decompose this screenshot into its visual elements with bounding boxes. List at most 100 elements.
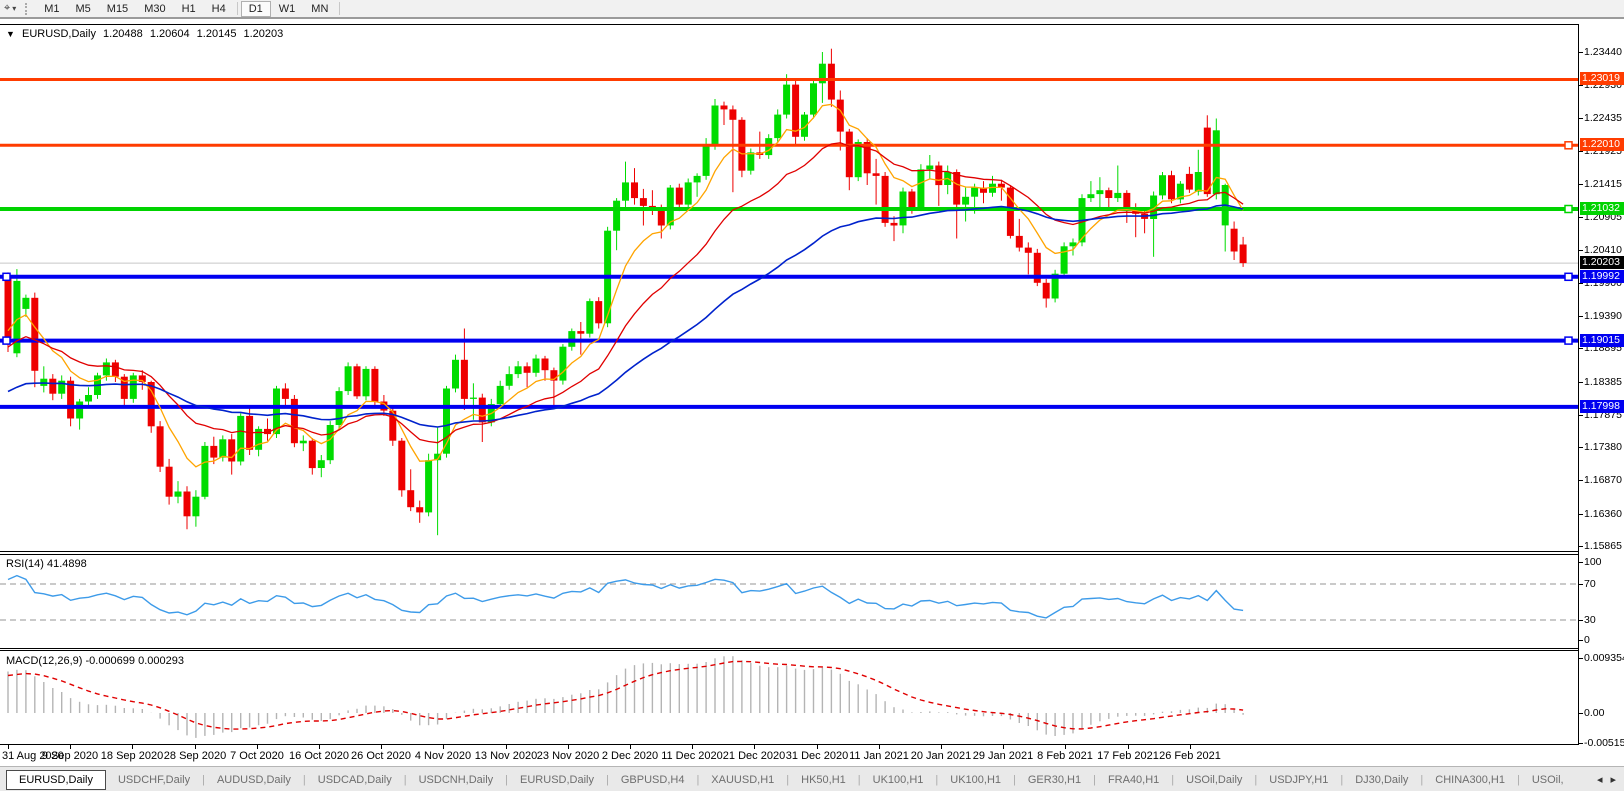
tab-separator: | — [1093, 773, 1096, 786]
price-tick-label: 30 — [1584, 614, 1596, 626]
date-label: 20 Jan 2021 — [910, 750, 972, 762]
chart-symbol-label: EURUSD,Daily — [21, 28, 96, 40]
symbol-tab-uk100-h1[interactable]: UK100,H1 — [872, 773, 924, 786]
price-tick-mark — [1579, 743, 1583, 744]
tab-separator: | — [505, 773, 509, 786]
crosshair-icon[interactable]: ⌖ ▾ — [4, 2, 17, 14]
timeframe-toolbar: ⌖ ▾ M1 M5 M15 M30 H1 H4 D1 W1 MN — [0, 0, 1624, 17]
symbol-tab-dj30-daily[interactable]: DJ30,Daily — [1355, 773, 1409, 786]
date-tick-mark — [941, 745, 942, 749]
tab-scroll-left-icon[interactable]: ◂ — [1596, 774, 1603, 786]
timeframe-button-d1[interactable]: D1 — [240, 0, 271, 17]
price-axis-line — [1578, 24, 1579, 745]
date-tick-mark — [132, 745, 133, 749]
symbol-tab-usdcnh-daily[interactable]: USDCNH,Daily — [418, 773, 494, 786]
tab-separator: | — [1516, 773, 1520, 786]
price-tick-mark — [1579, 713, 1583, 714]
price-line-label: 1.17998 — [1580, 400, 1624, 413]
price-tick-mark — [1579, 447, 1583, 448]
main-chart-canvas[interactable] — [0, 25, 1578, 551]
toolbar-separator — [236, 2, 238, 15]
chart-dropdown-icon[interactable]: ▼ — [6, 29, 15, 39]
price-line-label: 1.22010 — [1580, 138, 1624, 151]
symbol-tab-gbpusd-h4[interactable]: GBPUSD,H4 — [620, 773, 685, 786]
symbol-tab-usoil[interactable]: USOil, — [1531, 773, 1564, 786]
date-tick-mark — [630, 745, 631, 749]
symbol-tab-usdcad-daily[interactable]: USDCAD,Daily — [317, 773, 392, 786]
toolbar-separator — [339, 2, 341, 15]
date-tick-mark — [319, 745, 320, 749]
timeframe-button-m1[interactable]: M1 — [44, 2, 60, 15]
symbol-tab-fra40-h1[interactable]: FRA40,H1 — [1107, 773, 1160, 786]
date-label: 2 Dec 2020 — [601, 750, 659, 762]
rsi-panel-canvas[interactable] — [0, 555, 1578, 648]
price-tick-label: 1.19390 — [1584, 310, 1622, 322]
macd-panel-bottom-border — [0, 744, 1579, 745]
tab-separator: | — [1340, 773, 1344, 786]
timeframe-button-m15[interactable]: M15 — [106, 2, 129, 15]
symbol-tab-audusd-daily[interactable]: AUDUSD,Daily — [216, 773, 291, 786]
tab-separator: | — [403, 773, 407, 786]
dropdown-caret-icon[interactable]: ▾ — [12, 4, 17, 13]
price-tick-mark — [1579, 562, 1583, 563]
date-label: 11 Jan 2021 — [849, 750, 909, 762]
price-tick-mark — [1579, 584, 1583, 585]
price-tick-mark — [1579, 640, 1583, 641]
symbol-tab-ger30-h1[interactable]: GER30,H1 — [1027, 773, 1082, 786]
date-tick-mark — [817, 745, 818, 749]
tab-scroll-right-icon[interactable]: ▸ — [1610, 774, 1616, 786]
symbol-tab-bar: EURUSD,Daily USDCHF,Daily | AUDUSD,Daily | US… — [0, 766, 1624, 791]
chart-open-value: 1.20488 — [103, 28, 143, 40]
price-tick-mark — [1579, 184, 1583, 185]
symbol-tab-eurusd-daily[interactable]: EURUSD,Daily — [520, 773, 594, 786]
price-tick-label: 1.17380 — [1584, 441, 1622, 453]
macd-main-value: -0.000699 — [85, 655, 136, 667]
symbol-tab-usdchf-daily[interactable]: USDCHF,Daily — [117, 773, 191, 786]
date-label: 28 Sep 2020 — [163, 750, 227, 762]
date-label: 4 Nov 2020 — [414, 750, 472, 762]
toolbar-grip-handle[interactable] — [25, 2, 31, 15]
price-line-label: 1.23019 — [1580, 72, 1624, 85]
macd-signal-value: 0.000293 — [138, 655, 184, 667]
symbol-tab-usdjpy-h1[interactable]: USDJPY,H1 — [1269, 773, 1329, 786]
tab-separator: | — [606, 773, 609, 786]
price-tick-label: 1.18385 — [1584, 376, 1622, 388]
timeframe-button-m30[interactable]: M30 — [144, 2, 166, 15]
tab-scroll-controls: ◂ ▸ — [1593, 773, 1624, 786]
price-tick-label: 0.00 — [1584, 707, 1605, 719]
timeframe-button-h4[interactable]: H4 — [211, 2, 226, 15]
price-tick-label: 1.16360 — [1584, 508, 1622, 520]
timeframe-button-mn[interactable]: MN — [311, 2, 329, 15]
price-line-label: 1.20203 — [1580, 256, 1624, 269]
price-tick-label: 1.22435 — [1584, 112, 1622, 124]
price-tick-mark — [1579, 250, 1583, 251]
price-line-label: 1.21032 — [1580, 202, 1624, 215]
symbol-tab-china300-h1[interactable]: CHINA300,H1 — [1435, 773, 1505, 786]
date-label: 26 Feb 2021 — [1159, 750, 1221, 762]
toolbar-divider — [0, 17, 1624, 19]
macd-panel-canvas[interactable] — [0, 651, 1578, 744]
timeframe-button-w1[interactable]: W1 — [278, 2, 296, 15]
price-tick-label: 1.16870 — [1584, 474, 1622, 486]
date-tick-mark — [443, 745, 444, 749]
tab-separator: | — [1254, 773, 1258, 786]
timeframe-button-h1[interactable]: H1 — [181, 2, 196, 15]
date-tick-mark — [257, 745, 258, 749]
price-tick-label: 1.21415 — [1584, 178, 1622, 190]
chart-close-value: 1.20203 — [243, 28, 284, 40]
date-label: 7 Oct 2020 — [230, 750, 284, 762]
date-tick-mark — [754, 745, 755, 749]
date-label: 17 Feb 2021 — [1097, 750, 1159, 762]
symbol-tab-eurusd-daily[interactable]: EURUSD,Daily — [6, 769, 106, 790]
timeframe-button-m5[interactable]: M5 — [75, 2, 91, 15]
symbol-tab-uk100-h1[interactable]: UK100,H1 — [950, 773, 1002, 786]
symbol-tab-usoil-daily[interactable]: USOil,Daily — [1186, 773, 1243, 786]
symbol-tab-xauusd-h1[interactable]: XAUUSD,H1 — [711, 773, 775, 786]
price-tick-label: 0.009354 — [1584, 652, 1624, 664]
date-label: 16 Oct 2020 — [289, 750, 349, 762]
date-label: 9 Sep 2020 — [41, 750, 99, 762]
date-tick-mark — [381, 745, 382, 749]
symbol-tab-hk50-h1[interactable]: HK50,H1 — [801, 773, 846, 786]
chart-frame-top — [0, 24, 1579, 25]
